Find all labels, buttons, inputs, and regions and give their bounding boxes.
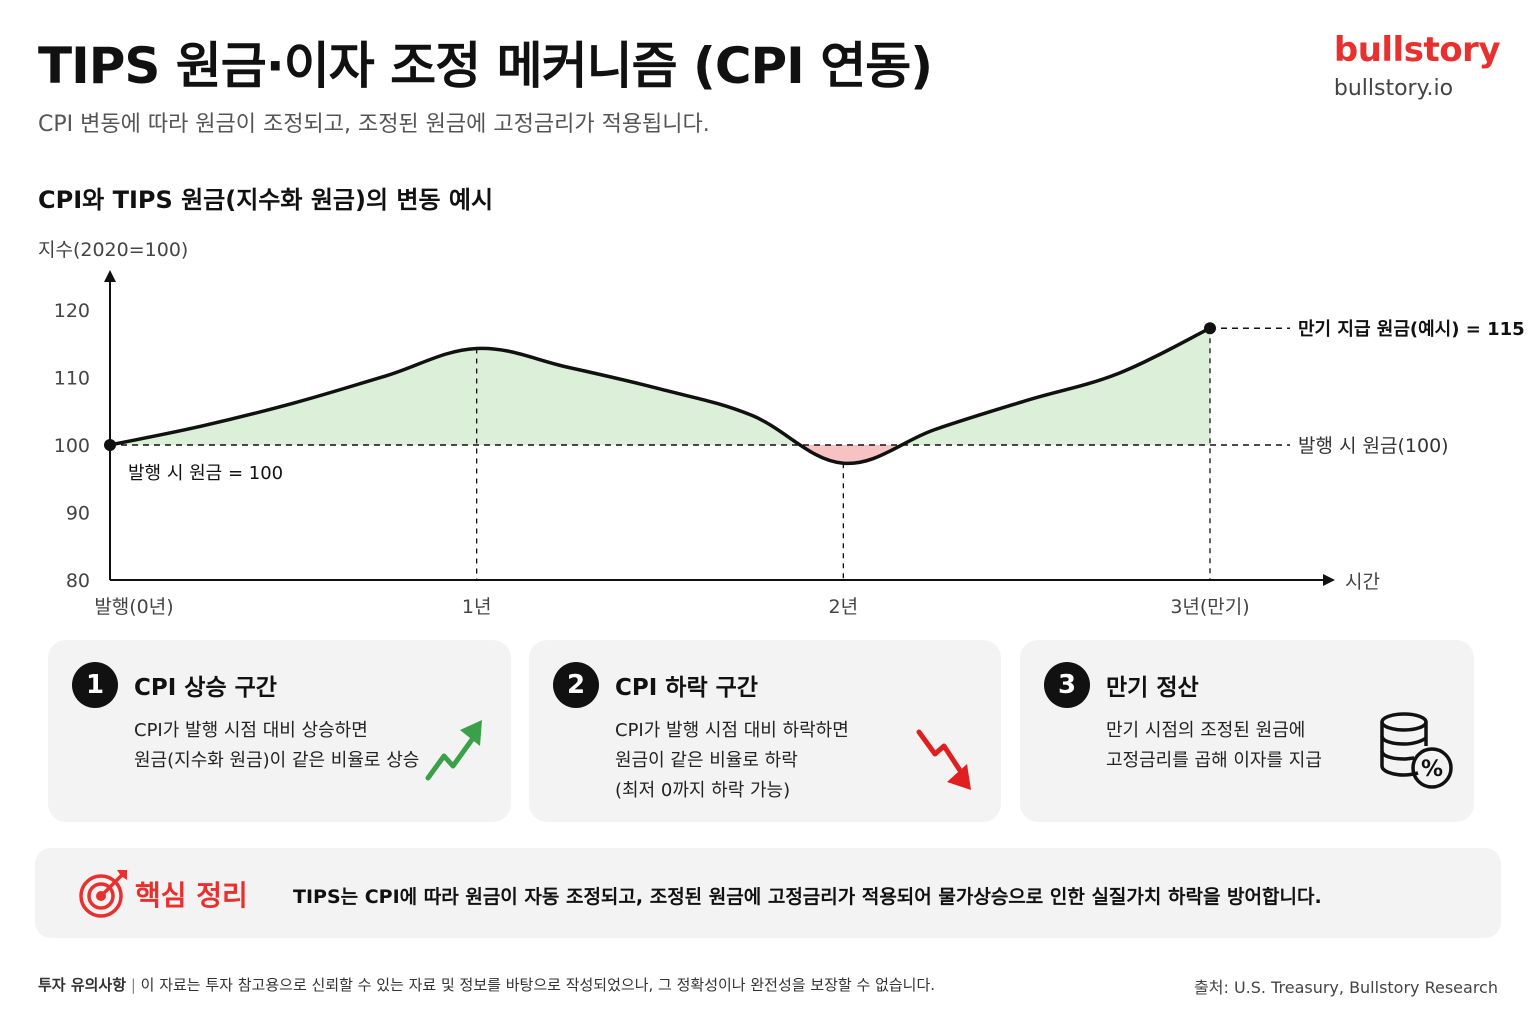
card-line: CPI가 발행 시점 대비 상승하면 [134,720,368,741]
step-number-badge: 3 [1044,662,1090,708]
brand-url[interactable]: bullstory.io [1333,76,1454,101]
card-maturity: 3 만기 정산 만기 시점의 조정된 원금에 고정금리를 곱해 이자를 지급 % [1020,640,1474,822]
chart-title: CPI와 TIPS 원금(지수화 원금)의 변동 예시 [38,186,494,214]
x-tick-label: 1년 [462,596,492,618]
card-line: 만기 시점의 조정된 원금에 [1106,720,1306,741]
principal-line [109,326,1211,466]
disclaimer-separator: | [130,976,141,994]
end-point-marker [1204,322,1216,335]
y-tick-label: 80 [66,570,90,592]
disclaimer-text: 이 자료는 투자 참고용으로 신뢰할 수 있는 자료 및 정보를 바탕으로 작성… [140,976,936,994]
brand-block: bullstory bullstory.io [1333,30,1501,101]
key-summary-box: 핵심 정리 TIPS는 CPI에 따라 원금이 자동 조정되고, 조정된 원금에… [35,848,1501,938]
card-line: CPI가 발행 시점 대비 하락하면 [615,720,849,741]
trend-up-arrow-icon [425,720,482,781]
card-line: 고정금리를 곱해 이자를 지급 [1106,750,1322,771]
page-title: TIPS 원금·이자 조정 메커니즘 (CPI 연동) [38,37,933,95]
y-axis-arrow [104,270,116,282]
x-axis-arrow [1323,574,1335,586]
start-point-marker [104,439,116,451]
source-credit: 출처: U.S. Treasury, Bullstory Research [1194,978,1498,997]
target-icon [79,870,127,918]
baseline-annotation: 발행 시 원금(100) [1298,435,1449,457]
y-tick-label: 90 [66,503,90,525]
card-title: CPI 하락 구간 [615,675,758,701]
y-tick-label: 110 [54,368,90,390]
y-axis-label: 지수(2020=100) [38,239,188,261]
card-title: 만기 정산 [1106,675,1199,701]
card-cpi-fall: 2 CPI 하락 구간 CPI가 발행 시점 대비 하락하면 원금이 같은 비율… [529,640,1001,822]
x-tick-label: 2년 [829,596,859,618]
summary-text: TIPS는 CPI에 따라 원금이 자동 조정되고, 조정된 원금에 고정금리가… [293,886,1322,908]
card-line: (최저 0까지 하락 가능) [615,780,791,801]
area-above-baseline [110,328,1210,445]
step-number-badge: 2 [553,662,599,708]
y-tick-label: 120 [54,300,90,322]
x-tick-label: 3년(만기) [1170,596,1249,618]
disclaimer: 투자 유의사항 | 이 자료는 투자 참고용으로 신뢰할 수 있는 자료 및 정… [38,974,935,995]
maturity-annotation: 만기 지급 원금(예시) = 115 [1298,319,1525,340]
summary-label: 핵심 정리 [135,879,248,912]
card-cpi-rise: 1 CPI 상승 구간 CPI가 발행 시점 대비 상승하면 원금(지수화 원금… [48,640,511,822]
y-tick-label: 100 [54,435,90,457]
card-title: CPI 상승 구간 [134,675,277,701]
step-number-badge: 1 [72,662,118,708]
coins-percent-icon: % [1380,712,1453,789]
trend-down-arrow-icon [916,729,971,790]
card-line: 원금(지수화 원금)이 같은 비율로 상승 [134,750,420,771]
x-tick-label: 발행(0년) [94,596,173,618]
x-axis-label: 시간 [1345,571,1380,593]
disclaimer-label: 투자 유의사항 [38,976,127,994]
start-annotation: 발행 시 원금 = 100 [128,463,283,484]
svg-text:%: % [1421,757,1443,782]
brand-logo: bullstory [1333,30,1501,70]
page-subtitle: CPI 변동에 따라 원금이 조정되고, 조정된 원금에 고정금리가 적용됩니다… [38,112,710,137]
card-line: 원금이 같은 비율로 하락 [615,750,798,771]
